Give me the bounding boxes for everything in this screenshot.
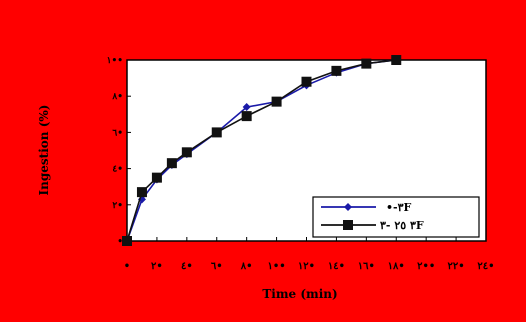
data-point-series-1 [242,103,251,112]
legend-marker-series-2 [343,220,353,230]
x-tick-label: ٢• [151,261,163,272]
x-axis-label: Time (min) [262,287,337,301]
x-tick-label: ٢٤• [477,261,494,272]
y-tick-label: ٢• [112,201,123,211]
axes: • ٢• ٤• ٦• ٨• ١•• ١٢• ١٤• ١٦• ١٨• ٢•• ٢٢• ٢٤• • ٢• ٤• ٦•… [107,56,495,272]
legend: •-٣F ٣ ٢٥ -٣F [312,196,480,238]
data-point-series-2 [241,111,252,122]
y-tick-label: ٨• [111,92,123,102]
y-tick-label: ٦• [112,128,123,138]
data-point-series-2 [361,58,372,69]
x-tick-label: ١•• [267,261,285,272]
y-tick-label: ٤• [112,165,123,175]
x-tick-label: ٨• [240,261,253,272]
data-point-series-2 [271,96,282,107]
data-point-series-2 [166,158,177,169]
series-layer [122,55,402,246]
y-tick-label: • [117,237,123,247]
data-point-series-2 [136,187,147,198]
data-point-series-2 [211,127,222,138]
x-tick-label: • [124,261,130,272]
x-tick-label: ٤• [181,261,193,272]
x-tick-label: ١٦• [358,261,375,272]
data-point-series-2 [331,65,342,76]
x-tick-label: ١٢• [298,261,315,272]
x-tick-label: ١٨• [388,261,405,272]
legend-marker-series-1 [344,203,352,211]
legend-label-series-1: •-٣F [386,201,412,214]
data-point-series-2 [181,147,192,158]
x-tick-label: ٢•• [417,261,435,272]
x-tick-label: ١٤• [328,261,345,272]
x-tick-label: ٢٢• [448,261,465,272]
data-point-series-2 [301,76,312,87]
legend-box [312,196,480,238]
data-point-series-2 [151,172,162,183]
legend-label-series-2: ٣ ٢٥ -٣F [380,219,424,232]
data-point-series-2 [122,236,132,246]
x-tick-label: ٦• [211,261,223,272]
data-point-series-2 [391,55,402,65]
y-axis-label: Ingestion (%) [37,105,51,196]
y-tick-label: ١•• [107,56,123,66]
